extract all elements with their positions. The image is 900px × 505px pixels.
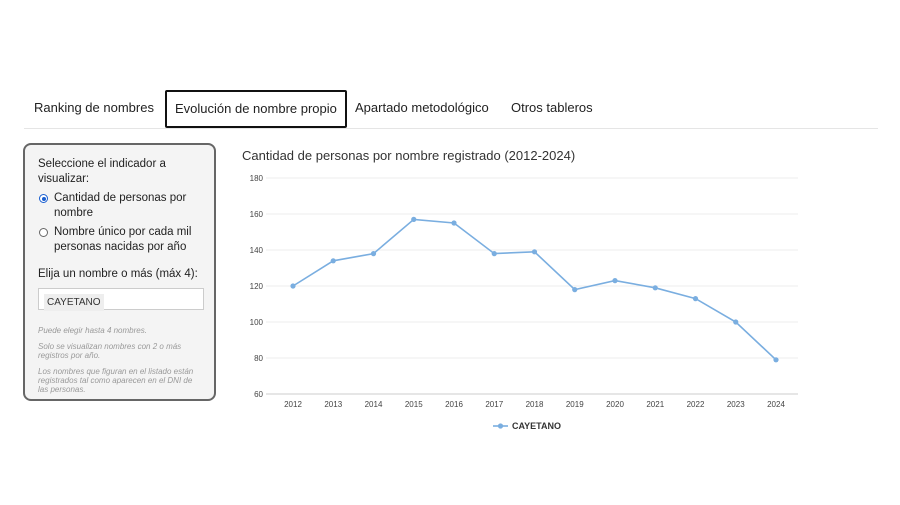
line-chart: 60 80 100 120 140 160 180 2012 2013 2014 2015 2016… [250,174,798,431]
x-tick-label: 2014 [365,400,383,409]
tab-metodologico[interactable]: Apartado metodológico [355,100,489,115]
name-select-label: Elija un nombre o más (máx 4): [38,268,198,280]
data-point [531,249,538,255]
radio-cantidad-label-2: nombre [54,207,93,219]
y-tick-label: 120 [250,282,264,291]
x-tick-label: 2012 [284,400,302,409]
selected-name-chip[interactable]: CAYETANO [44,294,104,311]
x-tick-label: 2023 [727,400,745,409]
data-point [612,278,618,284]
radio-selected-icon[interactable] [39,194,48,203]
data-point [491,251,497,257]
y-tick-label: 60 [254,390,263,399]
data-point [290,283,296,289]
data-point [652,285,658,291]
data-point [411,216,417,222]
tab-otros-tableros[interactable]: Otros tableros [511,100,593,115]
name-select-input[interactable]: CAYETANO [38,288,204,311]
radio-cantidad[interactable]: Cantidad de personas por nombre [38,191,202,221]
indicator-label: Seleccione el indicador a visualizar: [38,158,166,185]
chart-grid [266,177,798,395]
legend-marker [497,423,504,429]
x-tick-label: 2021 [646,400,664,409]
x-tick-label: 2017 [485,400,503,409]
data-point [733,319,739,325]
series-line [292,218,777,361]
x-tick-label: 2020 [606,400,624,409]
tab-evolucion[interactable]: Evolución de nombre propio [165,90,347,128]
data-point [370,251,377,257]
y-tick-label: 180 [250,174,264,183]
tab-ranking[interactable]: Ranking de nombres [34,100,154,115]
chart-title: Cantidad de personas por nombre registra… [242,148,576,163]
note-min-records: Solo se visualizan nombres con 2 o más r… [38,342,182,360]
x-tick-label: 2016 [445,400,463,409]
y-axis-ticks: 60 80 100 120 140 160 180 [250,174,264,399]
data-point [572,287,578,293]
note-max-names: Puede elegir hasta 4 nombres. [38,326,147,335]
filter-panel: Seleccione el indicador a visualizar: Ca… [23,143,216,401]
chart-legend: CAYETANO [493,421,561,431]
y-tick-label: 80 [254,354,263,363]
y-tick-label: 160 [250,210,264,219]
data-point [773,357,779,363]
y-tick-label: 100 [250,318,264,327]
chart-series [290,216,779,363]
tab-bar: Ranking de nombres Evolución de nombre p… [24,90,878,129]
radio-cantidad-label-1: Cantidad de personas por [54,192,187,204]
data-point [330,258,336,264]
x-tick-label: 2024 [767,400,785,409]
x-tick-label: 2015 [405,400,423,409]
radio-nombre-unico-label-2: personas nacidas por año [54,241,187,253]
data-point [451,220,457,226]
x-axis-ticks: 2012 2013 2014 2015 2016 2017 2018 2019 2020 2021… [284,400,785,409]
radio-unselected-icon[interactable] [39,228,48,237]
legend-label: CAYETANO [512,421,561,431]
x-tick-label: 2022 [687,400,705,409]
x-tick-label: 2018 [526,400,544,409]
data-point [692,296,699,302]
radio-nombre-unico[interactable]: Nombre único por cada mil personas nacid… [38,225,202,255]
x-tick-label: 2013 [324,400,342,409]
x-tick-label: 2019 [566,400,584,409]
note-dni: Los nombres que figuran en el listado es… [38,367,194,394]
radio-nombre-unico-label-1: Nombre único por cada mil [54,226,192,238]
y-tick-label: 140 [250,246,264,255]
